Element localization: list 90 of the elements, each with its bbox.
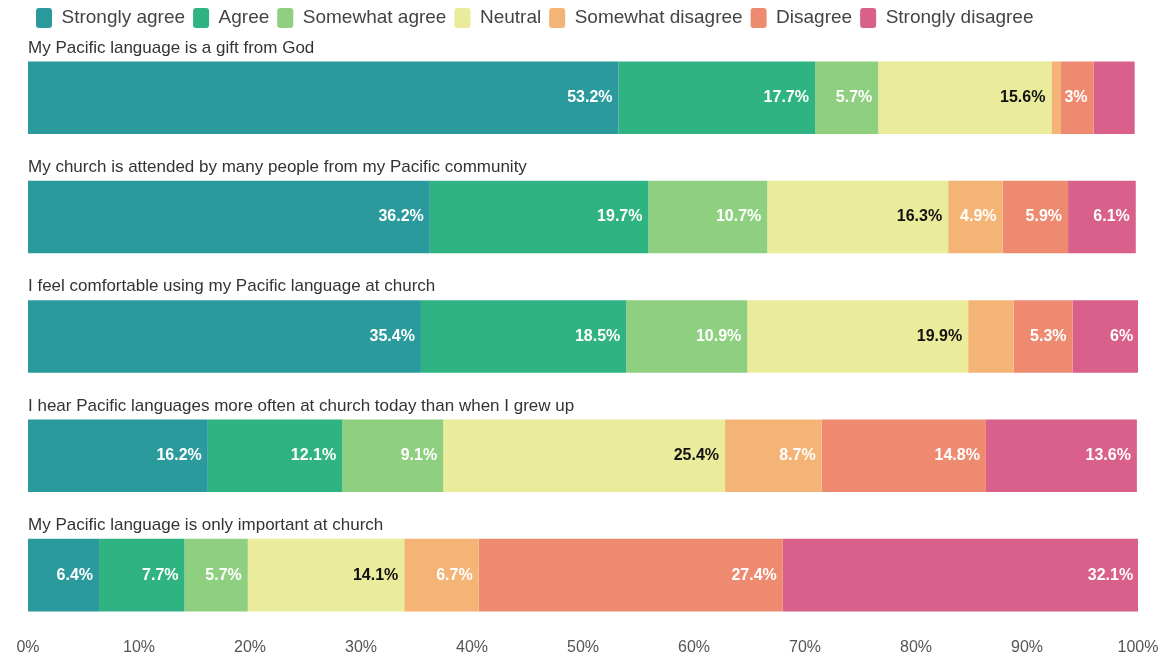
data-label: 13.6% <box>1085 446 1131 464</box>
data-label: 6.4% <box>56 565 94 583</box>
x-tick-label: 0% <box>16 637 40 655</box>
data-label: 6.1% <box>1093 207 1130 225</box>
y-tick-label: My Pacific language is only important at church <box>28 515 384 535</box>
data-label: 5.7% <box>205 565 242 583</box>
data-label: 36.2% <box>378 207 424 225</box>
data-label: 8.7% <box>779 446 816 464</box>
data-label: 35.4% <box>369 326 415 344</box>
bar <box>28 419 208 493</box>
data-label: 27.4% <box>731 565 777 583</box>
bar <box>626 300 748 373</box>
bar <box>1072 300 1138 373</box>
bar <box>767 180 949 254</box>
bar <box>207 419 343 493</box>
data-label: 16.3% <box>896 207 943 225</box>
bar <box>1013 300 1073 373</box>
data-label: 25.4% <box>673 446 720 464</box>
legend-label: Strongly agree <box>61 6 186 28</box>
bar <box>99 538 185 612</box>
bar <box>985 419 1137 493</box>
bar <box>747 300 969 373</box>
x-tick-label: 80% <box>899 637 933 655</box>
data-label: 6.7% <box>436 565 473 583</box>
data-label: 6% <box>1109 326 1134 344</box>
bar <box>1002 180 1069 254</box>
bar <box>28 538 100 612</box>
bar <box>28 300 421 373</box>
bar <box>821 419 986 493</box>
data-label: 16.2% <box>156 446 202 464</box>
bar <box>618 61 815 134</box>
data-label: 19.7% <box>597 207 643 225</box>
x-tick-label: 30% <box>344 637 378 655</box>
legend-label: Somewhat agree <box>302 6 447 28</box>
bar <box>247 538 405 612</box>
bar <box>429 180 649 254</box>
x-tick-label: 100% <box>1117 637 1159 655</box>
data-label: 14.1% <box>352 565 399 583</box>
bar <box>184 538 248 612</box>
bar <box>814 61 879 134</box>
legend-label: Somewhat disagree <box>574 6 743 28</box>
bar <box>1051 61 1061 134</box>
data-label: 53.2% <box>567 88 613 106</box>
data-label: 5.7% <box>835 88 873 106</box>
bar <box>968 300 1014 373</box>
data-label: 17.7% <box>763 88 809 106</box>
data-label: 14.8% <box>934 446 980 464</box>
data-label: 5.3% <box>1030 326 1067 344</box>
bar <box>478 538 783 612</box>
y-tick-label: My Pacific language is a gift from God <box>28 37 315 57</box>
bar <box>948 180 1003 254</box>
data-label: 10.7% <box>715 207 762 225</box>
x-tick-label: 60% <box>677 637 711 655</box>
x-tick-label: 50% <box>566 637 600 655</box>
data-label: 18.5% <box>574 326 621 344</box>
y-tick-label: My church is attended by many people from my Pacific community <box>28 156 528 176</box>
data-label: 9.1% <box>400 446 438 464</box>
data-label: 12.1% <box>290 446 337 464</box>
y-tick-label: I feel comfortable using my Pacific language at church <box>28 276 436 296</box>
bar <box>420 300 627 373</box>
bar <box>28 180 430 254</box>
bar <box>878 61 1052 134</box>
bar <box>443 419 726 493</box>
data-label: 5.9% <box>1025 207 1063 225</box>
x-tick-label: 10% <box>122 637 156 655</box>
bar <box>1093 61 1135 134</box>
data-label: 19.9% <box>916 326 963 344</box>
y-tick-label: I hear Pacific languages more often at church today than when I grew up <box>28 395 575 415</box>
data-label: 3% <box>1064 88 1088 106</box>
legend-label: Agree <box>218 6 270 28</box>
legend-label: Neutral <box>479 6 542 28</box>
data-label: 4.9% <box>960 207 997 225</box>
legend-label: Disagree <box>776 6 853 28</box>
bar <box>1060 61 1094 134</box>
legend-label: Strongly disagree <box>885 6 1034 28</box>
x-tick-label: 70% <box>788 637 822 655</box>
x-tick-label: 90% <box>1010 637 1044 655</box>
bar <box>404 538 479 612</box>
bar <box>725 419 822 493</box>
data-label: 7.7% <box>142 565 179 583</box>
data-label: 15.6% <box>1000 88 1046 106</box>
data-label: 32.1% <box>1087 565 1134 583</box>
bar <box>1068 180 1136 254</box>
bar <box>648 180 768 254</box>
bar <box>782 538 1138 612</box>
bar <box>28 61 619 134</box>
data-label: 10.9% <box>695 326 742 344</box>
x-tick-label: 20% <box>233 637 267 655</box>
x-tick-label: 40% <box>455 637 489 655</box>
bar <box>342 419 444 493</box>
